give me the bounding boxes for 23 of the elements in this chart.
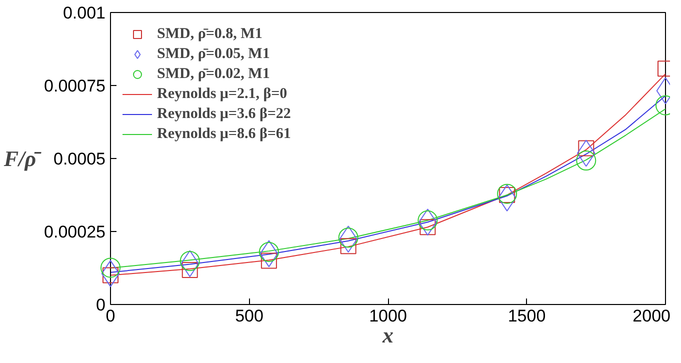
legend-label: Reynolds μ=3.6 β=22 [157,106,291,122]
point [100,258,120,278]
x-tick-label: 500 [235,306,264,326]
x-tick-label: 1000 [369,306,407,326]
legend-label: SMD, ρ̄=0.05, M1 [157,46,270,62]
point [180,251,200,271]
legend-label: SMD, ρ̄=0.8, M1 [157,26,262,42]
legend-label: Reynolds μ=8.6 β=61 [157,126,291,142]
point [418,210,438,230]
y-tick-label: 0.00025 [44,222,106,242]
point [497,184,518,204]
point [258,242,279,262]
x-tick-label: 1500 [508,306,546,326]
x-axis-title: x [382,322,394,348]
point [576,150,596,171]
y-tick-label: 0.0005 [54,150,106,168]
x-tick-label: 2000 [632,306,671,326]
point [338,228,358,248]
y-tick-label: 0.001 [62,4,106,22]
legend-label: Reynolds μ=2.1, β=0 [157,86,288,102]
y-tick-label: 0.00075 [44,76,106,96]
y-axis-title: F/ρ̄ [2,146,42,171]
legend-label: SMD, ρ̄=0.02, M1 [157,66,270,82]
